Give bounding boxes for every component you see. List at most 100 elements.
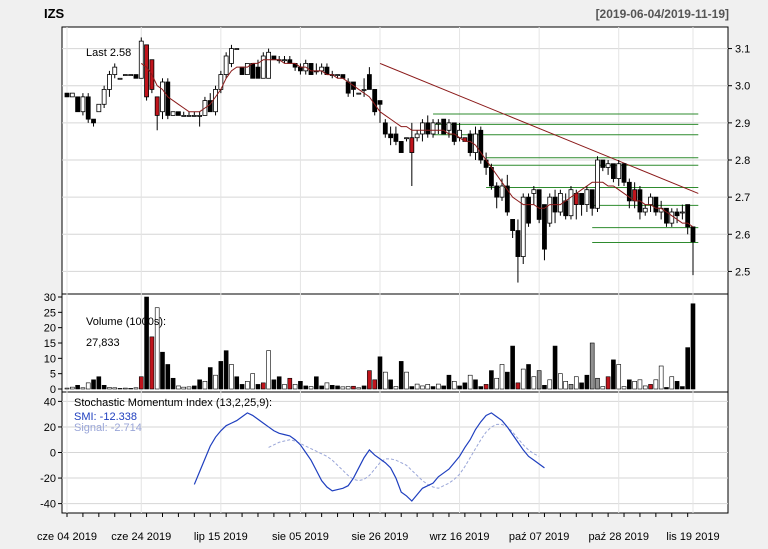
date-range: [2019-06-04/2019-11-19] bbox=[596, 7, 729, 21]
candle-body bbox=[446, 122, 452, 131]
candle-body bbox=[685, 204, 691, 228]
price-tick-label: 2.6 bbox=[735, 229, 750, 241]
volume-bar bbox=[75, 385, 80, 390]
volume-bar bbox=[510, 345, 515, 390]
volume-bar bbox=[303, 385, 309, 390]
candle-body bbox=[287, 59, 293, 64]
volume-bar bbox=[324, 382, 330, 390]
candle-body bbox=[557, 193, 563, 213]
candle-body bbox=[144, 44, 149, 98]
candle-body bbox=[107, 74, 112, 90]
volume-bar bbox=[489, 370, 494, 390]
x-tick-label: sie 05 2019 bbox=[272, 531, 329, 543]
candle-body bbox=[271, 55, 277, 61]
price-tick-label: 2.7 bbox=[735, 192, 750, 204]
candle-body bbox=[414, 133, 420, 139]
volume-bar bbox=[372, 379, 377, 390]
volume-tick-label: 10 bbox=[44, 353, 56, 365]
price-tick-label: 2.9 bbox=[735, 118, 750, 130]
signal-line bbox=[268, 423, 540, 489]
volume-bar bbox=[414, 383, 420, 390]
candle-body bbox=[494, 185, 500, 198]
x-tick-label: paź 07 2019 bbox=[509, 531, 570, 543]
candle-body bbox=[690, 226, 696, 243]
candle-body bbox=[154, 96, 160, 116]
volume-bar bbox=[627, 379, 632, 390]
candle-body bbox=[91, 118, 96, 124]
volume-bar bbox=[648, 384, 653, 390]
candle-body bbox=[504, 185, 510, 213]
volume-bar bbox=[128, 388, 133, 390]
volume-bar bbox=[457, 385, 462, 390]
volume-bar bbox=[473, 379, 478, 390]
candle-body bbox=[515, 230, 521, 257]
volume-bar bbox=[441, 385, 446, 390]
volume-bar bbox=[542, 385, 547, 390]
volume-bar bbox=[515, 382, 521, 390]
volume-bar bbox=[218, 361, 224, 390]
price-tick-label: 3.1 bbox=[735, 44, 750, 56]
candle-body bbox=[266, 51, 271, 79]
candle-body bbox=[595, 159, 600, 209]
candle-body bbox=[234, 48, 240, 50]
candle-body bbox=[340, 74, 346, 79]
volume-bar bbox=[462, 382, 468, 390]
volume-bar bbox=[96, 376, 102, 390]
downtrend-line bbox=[379, 62, 699, 194]
volume-tick-label: 30 bbox=[44, 292, 56, 304]
candle-body bbox=[170, 111, 176, 116]
smi-grid bbox=[62, 400, 728, 505]
volume-bar bbox=[287, 377, 293, 390]
volume-bar bbox=[685, 347, 690, 390]
volume-bar bbox=[669, 376, 675, 390]
volume-bar bbox=[595, 377, 600, 390]
candle-body bbox=[356, 92, 362, 95]
volume-bar bbox=[393, 386, 399, 390]
smi-tick-label: 40 bbox=[44, 396, 56, 408]
candle-body bbox=[117, 77, 123, 80]
candle-body bbox=[260, 55, 266, 79]
volume-bar bbox=[600, 386, 606, 390]
volume-bar bbox=[579, 382, 584, 390]
volume-bar bbox=[584, 374, 590, 390]
volume-bar bbox=[101, 385, 107, 390]
volume-bar bbox=[404, 371, 409, 390]
smi-lines bbox=[193, 412, 545, 502]
x-tick-label: paź 28 2019 bbox=[588, 531, 649, 543]
candle-body bbox=[499, 185, 505, 198]
candle-body bbox=[335, 74, 340, 76]
candle-body bbox=[96, 103, 102, 113]
volume-bar bbox=[292, 384, 298, 390]
candle-body bbox=[398, 141, 404, 153]
candle-body bbox=[197, 115, 203, 117]
candle-body bbox=[642, 207, 648, 213]
volume-bar bbox=[197, 379, 202, 390]
volume-bar bbox=[467, 374, 473, 390]
volume-bar bbox=[674, 381, 680, 390]
volume-bar bbox=[605, 376, 611, 390]
candle-body bbox=[664, 207, 669, 224]
candle-body bbox=[345, 81, 351, 94]
volume-bar bbox=[345, 386, 351, 390]
volume-tick-label: 25 bbox=[44, 307, 56, 319]
volume-bar bbox=[107, 387, 112, 390]
volume-bar bbox=[282, 384, 287, 390]
candle-body bbox=[122, 74, 128, 76]
volume-bar bbox=[91, 379, 96, 390]
candle-body bbox=[478, 129, 484, 161]
x-tick-label: cze 24 2019 bbox=[111, 531, 171, 543]
price-tick-label: 2.5 bbox=[735, 266, 750, 278]
candle-body bbox=[568, 189, 574, 217]
volume-bar bbox=[160, 351, 165, 390]
candle-body bbox=[420, 122, 425, 135]
volume-bar bbox=[552, 345, 558, 390]
volume-bar bbox=[192, 385, 197, 390]
candle-body bbox=[298, 66, 303, 72]
volume-bar bbox=[409, 386, 415, 390]
candle-body bbox=[181, 115, 187, 117]
candle-body bbox=[388, 133, 394, 139]
price-grid bbox=[62, 48, 728, 272]
volume-bar bbox=[170, 377, 176, 390]
candle-body bbox=[409, 137, 415, 153]
candle-body bbox=[80, 96, 86, 113]
